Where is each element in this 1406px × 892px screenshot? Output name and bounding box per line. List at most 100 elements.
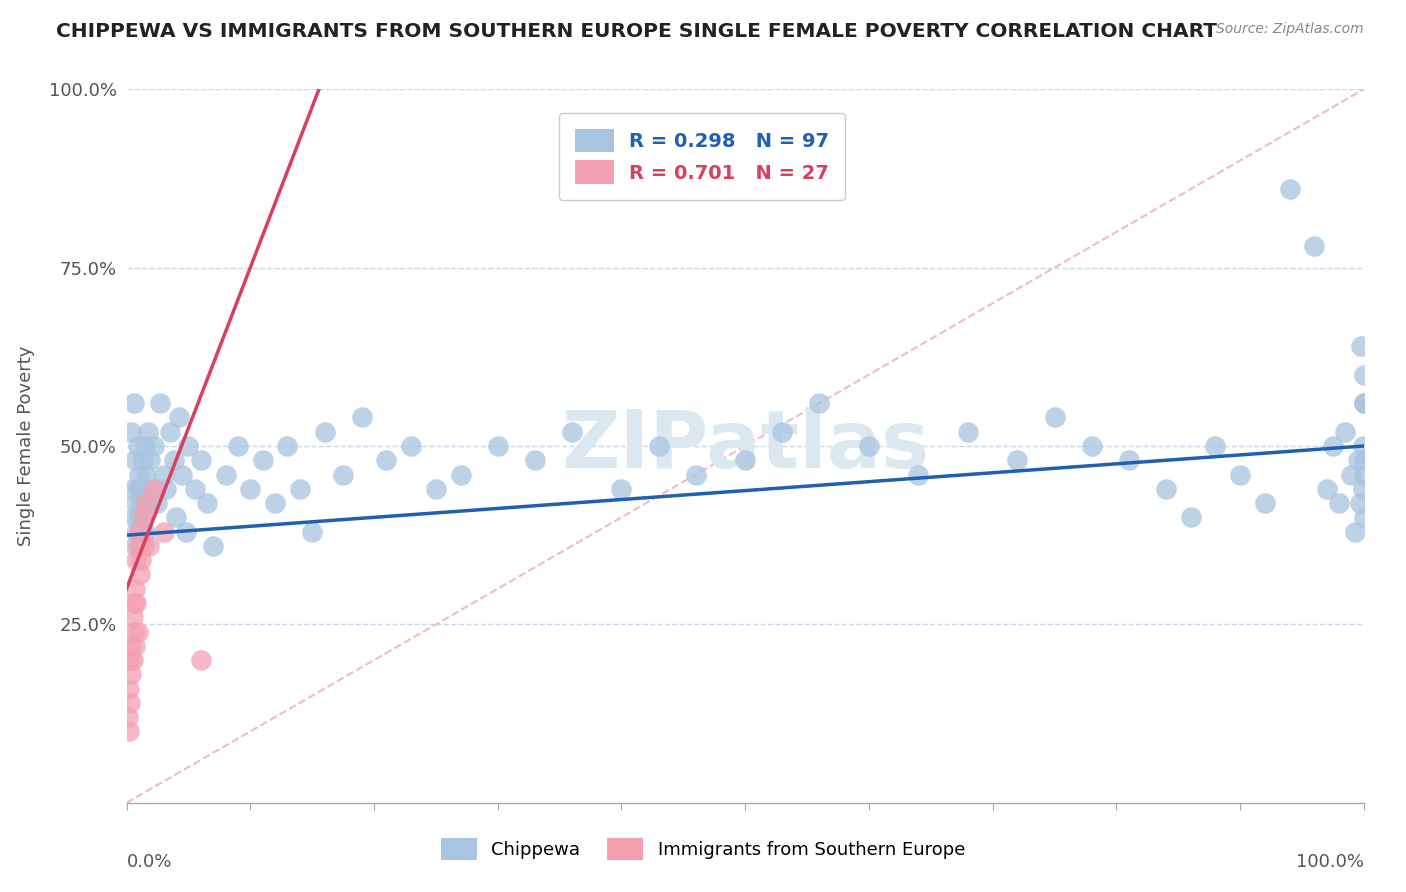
Point [647,439,669,453]
Point [117,710,139,724]
Point [1351,482,1374,496]
Point [121,482,143,496]
Point [122,396,145,410]
Point [1154,482,1177,496]
Point [174,524,197,539]
Point [190,653,212,667]
Point [136,425,159,439]
Point [122,596,145,610]
Point [1353,467,1375,482]
Point [162,453,184,467]
Point [127,482,149,496]
Point [141,482,163,496]
Point [121,667,143,681]
Point [1316,482,1339,496]
Point [131,510,153,524]
Y-axis label: Single Female Poverty: Single Female Poverty [17,346,35,546]
Point [120,653,142,667]
Point [450,467,472,482]
Point [288,482,311,496]
Point [1007,453,1029,467]
Point [314,425,336,439]
Point [1347,453,1369,467]
Point [1353,396,1375,410]
Point [121,653,143,667]
Point [425,482,447,496]
Point [128,510,150,524]
Point [155,482,177,496]
Point [1278,182,1301,196]
Text: ZIPatlas: ZIPatlas [561,407,929,485]
Point [1204,439,1226,453]
Point [146,496,169,510]
Point [770,425,793,439]
Point [252,453,274,467]
Point [1303,239,1326,253]
Point [134,496,156,510]
Point [121,425,143,439]
Point [132,482,155,496]
Point [127,624,149,639]
Point [128,524,150,539]
Point [1353,453,1375,467]
Point [1080,439,1102,453]
Point [127,539,149,553]
Legend: Chippewa, Immigrants from Southern Europe: Chippewa, Immigrants from Southern Europ… [426,823,980,874]
Point [183,482,205,496]
Point [1327,496,1350,510]
Point [276,439,298,453]
Point [610,482,633,496]
Point [1351,439,1374,453]
Point [121,639,143,653]
Point [167,410,190,425]
Point [172,467,194,482]
Point [125,496,148,510]
Point [956,425,979,439]
Legend: R = 0.298   N = 97, R = 0.701   N = 27: R = 0.298 N = 97, R = 0.701 N = 27 [560,113,845,200]
Point [118,681,141,696]
Point [301,524,323,539]
Point [124,639,146,653]
Point [177,439,200,453]
Point [134,439,156,453]
Point [128,467,150,482]
Point [142,482,165,496]
Point [1118,453,1140,467]
Point [1350,339,1372,353]
Point [226,439,249,453]
Point [118,724,141,739]
Point [1254,496,1277,510]
Point [202,539,225,553]
Point [561,425,583,439]
Point [132,539,155,553]
Point [159,425,181,439]
Point [1229,467,1251,482]
Text: Source: ZipAtlas.com: Source: ZipAtlas.com [1216,22,1364,37]
Point [134,524,156,539]
Point [139,453,162,467]
Point [350,410,373,425]
Text: CHIPPEWA VS IMMIGRANTS FROM SOUTHERN EUROPE SINGLE FEMALE POVERTY CORRELATION CH: CHIPPEWA VS IMMIGRANTS FROM SOUTHERN EUR… [56,22,1218,41]
Point [131,510,153,524]
Point [138,496,160,510]
Point [1334,425,1357,439]
Point [399,439,422,453]
Point [124,453,146,467]
Point [131,496,153,510]
Point [131,553,153,567]
Point [214,467,236,482]
Point [142,439,165,453]
Point [124,582,146,596]
Point [138,539,160,553]
Point [375,453,398,467]
Point [120,696,142,710]
Point [125,524,148,539]
Point [1348,496,1371,510]
Point [734,453,756,467]
Point [264,496,287,510]
Point [125,553,148,567]
Point [486,439,509,453]
Point [152,467,174,482]
Point [127,439,149,453]
Point [135,467,157,482]
